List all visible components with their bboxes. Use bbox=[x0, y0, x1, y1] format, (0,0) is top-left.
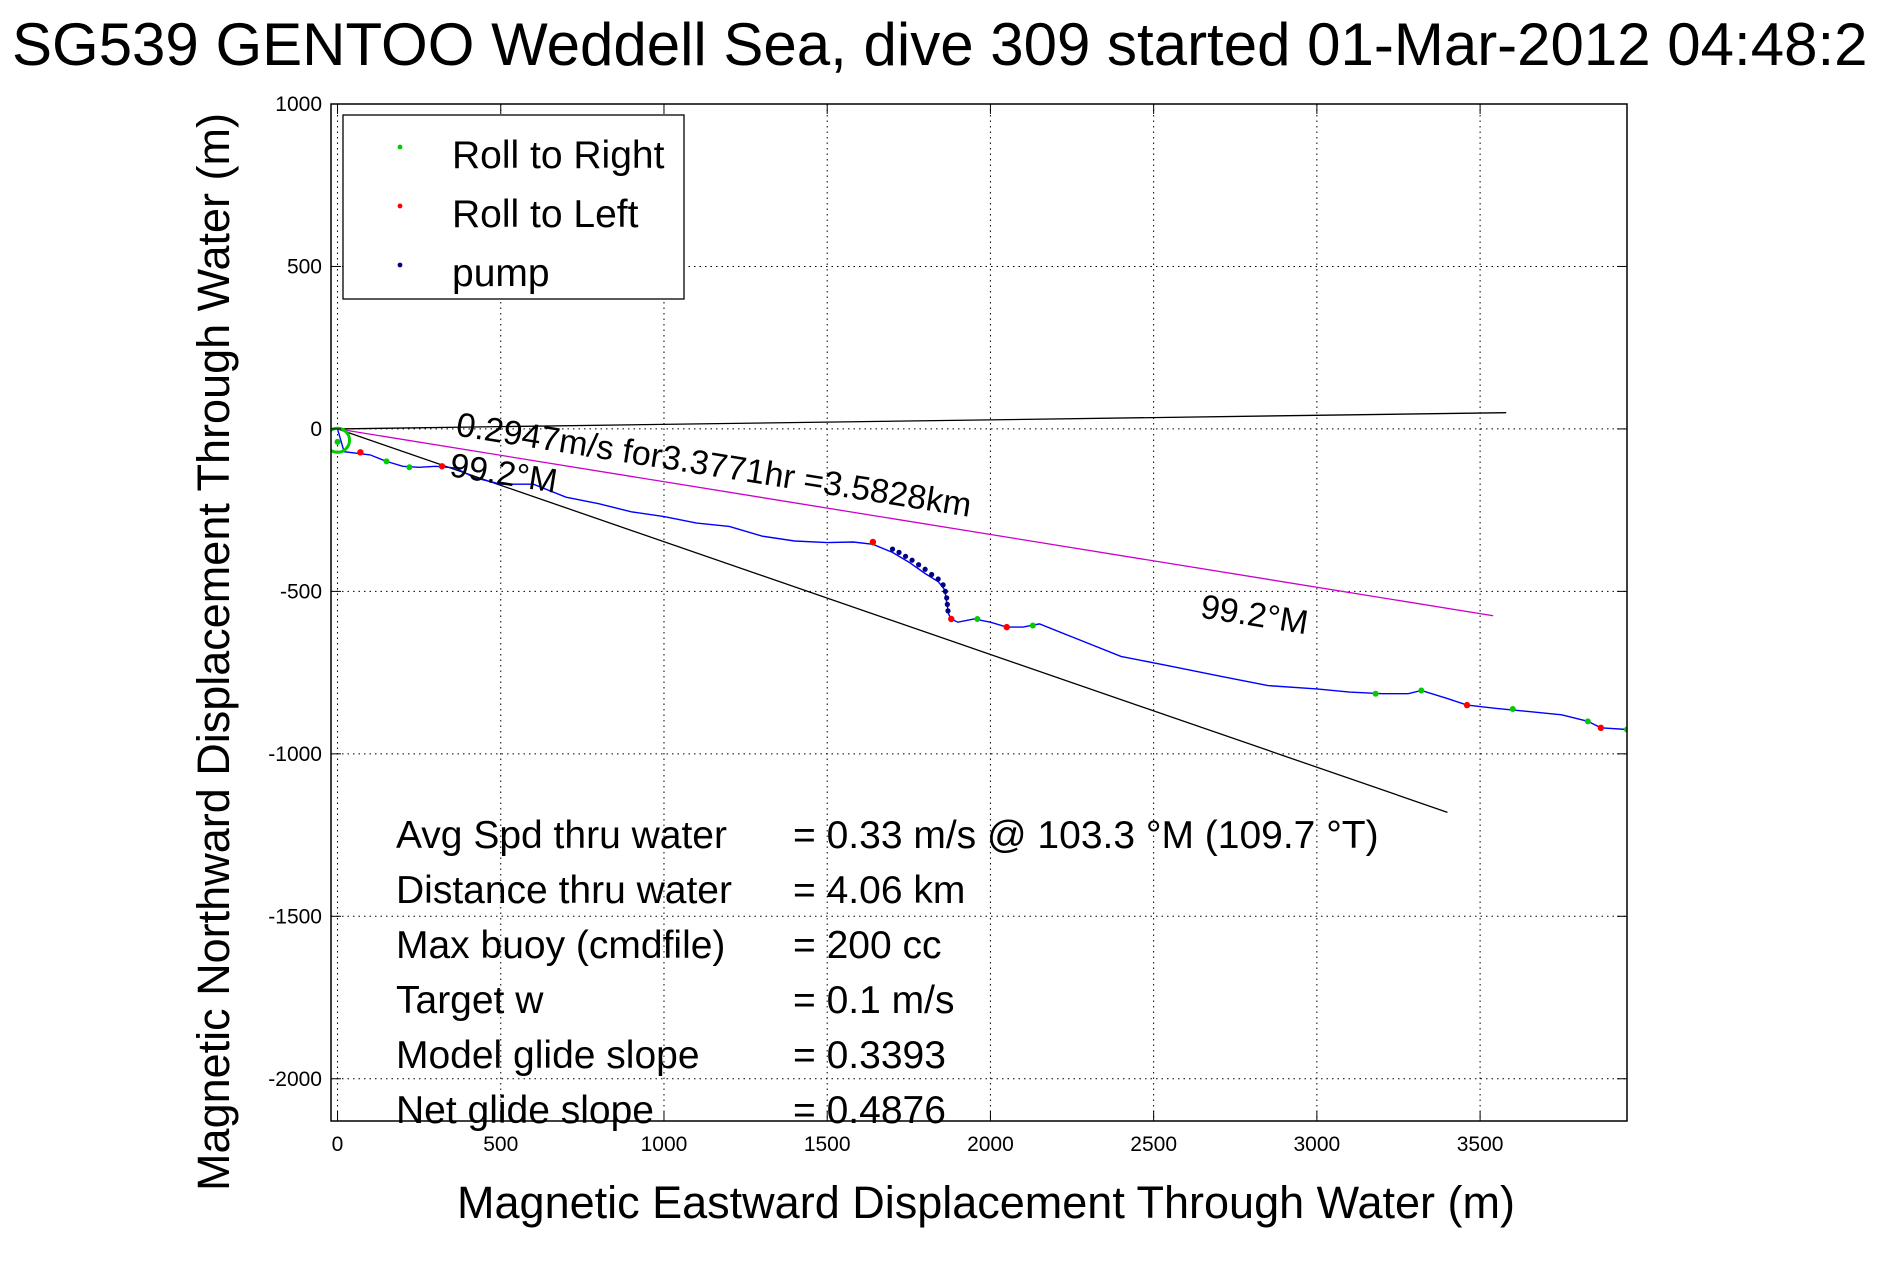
heading-line bbox=[337, 428, 1448, 813]
roll-right-point bbox=[1418, 687, 1425, 694]
stat-value: = 0.1 m/s bbox=[793, 979, 954, 1022]
stat-label: Model glide slope bbox=[396, 1034, 700, 1077]
legend-label: pump bbox=[452, 252, 550, 295]
stats-panel: Avg Spd thru water = 0.33 m/s @ 103.3 °M … bbox=[396, 814, 1379, 1132]
y-tick-label: 0 bbox=[310, 418, 322, 441]
line-to-end bbox=[337, 412, 1507, 430]
pump-point bbox=[896, 549, 902, 555]
y-tick-label: -500 bbox=[280, 580, 322, 603]
start-marker bbox=[331, 426, 352, 454]
pump-point bbox=[929, 571, 935, 578]
y-tick-label: -1500 bbox=[268, 905, 322, 928]
y-tick-label: -1000 bbox=[268, 743, 322, 766]
stat-label: Target w bbox=[396, 979, 544, 1022]
x-tick-label: 0 bbox=[332, 1133, 344, 1156]
x-tick-label: 500 bbox=[483, 1133, 518, 1156]
x-tick-label: 3500 bbox=[1457, 1133, 1504, 1156]
pump-point bbox=[944, 601, 950, 607]
roll-right-point bbox=[1372, 690, 1379, 697]
stat-value: = 4.06 km bbox=[793, 869, 965, 912]
pump-point bbox=[922, 566, 928, 572]
roll-right-point bbox=[1584, 718, 1591, 725]
roll-right-point bbox=[974, 615, 981, 622]
y-tick-label: 500 bbox=[287, 255, 322, 278]
current-line bbox=[337, 428, 1494, 617]
chart-title: SG539 GENTOO Weddell Sea, dive 309 start… bbox=[12, 11, 1868, 78]
legend-label: Roll to Left bbox=[452, 193, 639, 236]
roll-left-point bbox=[948, 615, 955, 623]
pump-point bbox=[909, 557, 915, 563]
x-tick-label: 2500 bbox=[1130, 1133, 1177, 1156]
legend-marker bbox=[397, 203, 403, 209]
pump-point bbox=[889, 546, 896, 552]
pump-point bbox=[940, 582, 946, 588]
legend-label: Roll to Right bbox=[452, 134, 665, 177]
roll-left-point bbox=[357, 449, 364, 456]
x-tick-label: 2000 bbox=[967, 1133, 1014, 1156]
legend: Roll to Right Roll to Left pump bbox=[342, 114, 685, 300]
roll-left-point bbox=[1003, 623, 1010, 631]
roll-right-point bbox=[383, 458, 390, 465]
x-tick-label: 1500 bbox=[804, 1133, 851, 1156]
stat-label: Max buoy (cmdfile) bbox=[396, 924, 725, 967]
stat-value: = 200 cc bbox=[793, 924, 942, 967]
roll-right-point bbox=[1029, 622, 1036, 629]
roll-right-point bbox=[406, 464, 413, 471]
stat-value: = 0.33 m/s @ 103.3 °M (109.7 °T) bbox=[793, 814, 1379, 857]
roll-right-point bbox=[1509, 706, 1516, 713]
plot-area bbox=[331, 412, 1627, 813]
pump-point bbox=[944, 595, 950, 601]
stat-label: Avg Spd thru water bbox=[396, 814, 727, 857]
roll-left-point bbox=[1463, 701, 1471, 709]
stat-label: Distance thru water bbox=[396, 869, 732, 912]
plot-frame bbox=[330, 103, 1628, 1122]
stat-label: Net glide slope bbox=[396, 1089, 654, 1132]
pump-point bbox=[916, 562, 922, 568]
pump-point bbox=[945, 608, 951, 614]
roll-left-point bbox=[1597, 724, 1605, 732]
axis-ticks: 0 500 1000 1500 2000 2500 3000 3500 1000 500 0 -500… bbox=[268, 93, 1627, 1156]
stat-value: = 0.4876 bbox=[793, 1089, 946, 1132]
x-tick-label: 1000 bbox=[641, 1133, 688, 1156]
stat-value: = 0.3393 bbox=[793, 1034, 946, 1077]
x-tick-label: 3000 bbox=[1294, 1133, 1341, 1156]
roll-left-point bbox=[438, 463, 446, 470]
pump-point bbox=[935, 576, 941, 582]
legend-marker bbox=[397, 144, 403, 150]
y-axis-label: Magnetic Northward Displacement Through … bbox=[188, 113, 239, 1191]
y-tick-label: -2000 bbox=[268, 1068, 322, 1091]
pump-point bbox=[902, 553, 909, 559]
y-tick-label: 1000 bbox=[275, 93, 322, 116]
legend-marker bbox=[397, 262, 403, 268]
pump-point bbox=[942, 588, 948, 594]
roll-right-point bbox=[334, 438, 341, 445]
roll-left-point bbox=[869, 538, 877, 546]
x-axis-label: Magnetic Eastward Displacement Through W… bbox=[457, 1177, 1515, 1228]
